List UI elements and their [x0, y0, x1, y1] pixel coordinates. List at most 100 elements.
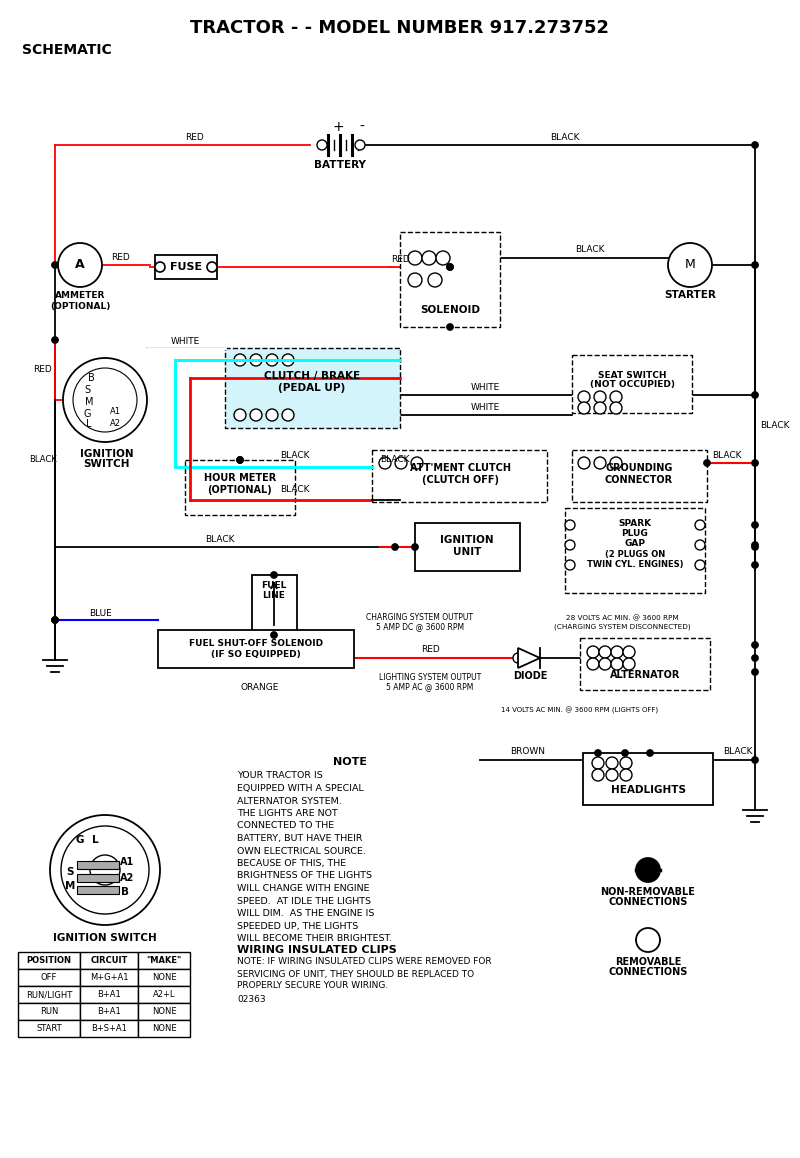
Text: L: L: [86, 419, 92, 428]
Text: CONNECTED TO THE: CONNECTED TO THE: [237, 821, 334, 830]
Text: SPARK: SPARK: [618, 519, 651, 528]
Text: BLACK: BLACK: [280, 485, 310, 494]
Text: A2+L: A2+L: [153, 990, 175, 999]
Bar: [580, 638, 710, 690]
Circle shape: [446, 264, 454, 271]
Bar: [18, 952, 80, 969]
Text: (OPTIONAL): (OPTIONAL): [208, 485, 272, 494]
Bar: [158, 630, 354, 668]
Circle shape: [237, 456, 243, 463]
Bar: [572, 356, 692, 413]
Text: BLACK: BLACK: [712, 452, 742, 461]
Text: BLACK: BLACK: [550, 133, 580, 142]
Text: CIRCUIT: CIRCUIT: [90, 957, 128, 965]
Text: 28 VOLTS AC MIN. @ 3600 RPM: 28 VOLTS AC MIN. @ 3600 RPM: [566, 615, 678, 621]
Circle shape: [646, 749, 654, 756]
Text: HOUR METER: HOUR METER: [204, 472, 276, 483]
Text: WILL CHANGE WITH ENGINE: WILL CHANGE WITH ENGINE: [237, 884, 370, 893]
Circle shape: [751, 668, 758, 675]
Circle shape: [513, 653, 523, 664]
Circle shape: [51, 262, 58, 269]
Text: ORANGE: ORANGE: [241, 683, 279, 692]
Text: CLUTCH / BRAKE: CLUTCH / BRAKE: [264, 371, 360, 381]
Circle shape: [395, 457, 407, 469]
Circle shape: [250, 354, 262, 366]
Bar: [80, 969, 138, 985]
Circle shape: [751, 262, 758, 269]
Text: CHARGING SYSTEM OUTPUT: CHARGING SYSTEM OUTPUT: [366, 614, 474, 623]
Text: B: B: [88, 373, 94, 383]
Text: FUSE: FUSE: [170, 262, 202, 272]
Circle shape: [411, 457, 423, 469]
Text: L: L: [92, 835, 98, 845]
Circle shape: [282, 354, 294, 366]
Circle shape: [237, 456, 243, 463]
Text: THE LIGHTS ARE NOT: THE LIGHTS ARE NOT: [237, 809, 338, 818]
Circle shape: [379, 457, 391, 469]
Text: START: START: [36, 1024, 62, 1033]
Text: M: M: [85, 397, 94, 406]
Circle shape: [592, 769, 604, 780]
Text: S: S: [66, 867, 74, 877]
Text: RED: RED: [390, 256, 410, 264]
Bar: [400, 232, 500, 327]
Text: TRACTOR - - MODEL NUMBER 917.273752: TRACTOR - - MODEL NUMBER 917.273752: [190, 19, 610, 37]
Circle shape: [620, 757, 632, 769]
Bar: [138, 952, 190, 969]
Text: (NOT OCCUPIED): (NOT OCCUPIED): [590, 381, 674, 389]
Text: A1: A1: [120, 857, 134, 867]
Text: SWITCH: SWITCH: [84, 459, 130, 469]
Circle shape: [622, 749, 629, 756]
Circle shape: [51, 616, 58, 623]
Circle shape: [751, 642, 758, 648]
Circle shape: [270, 631, 278, 638]
Circle shape: [695, 540, 705, 550]
Text: FUEL SHUT-OFF SOLENOID: FUEL SHUT-OFF SOLENOID: [189, 639, 323, 648]
Text: NONE: NONE: [152, 1007, 176, 1016]
Text: B: B: [121, 887, 129, 897]
Text: CONNECTOR: CONNECTOR: [605, 475, 673, 485]
Text: RED: RED: [186, 133, 204, 142]
Text: RED: RED: [421, 645, 439, 654]
Text: GROUNDING: GROUNDING: [606, 463, 673, 472]
Bar: [138, 969, 190, 985]
Circle shape: [408, 251, 422, 265]
Circle shape: [751, 391, 758, 398]
Bar: [155, 255, 217, 279]
Text: A2: A2: [110, 419, 121, 428]
Text: BLACK: BLACK: [380, 455, 410, 464]
Bar: [77, 886, 119, 894]
Text: B+S+A1: B+S+A1: [91, 1024, 127, 1033]
Circle shape: [408, 273, 422, 287]
Circle shape: [599, 658, 611, 670]
Text: WHITE: WHITE: [470, 383, 500, 393]
Circle shape: [51, 616, 58, 623]
Bar: [77, 862, 119, 868]
Text: OWN ELECTRICAL SOURCE.: OWN ELECTRICAL SOURCE.: [237, 846, 366, 856]
Text: TWIN CYL. ENGINES): TWIN CYL. ENGINES): [586, 560, 683, 570]
Text: IGNITION SWITCH: IGNITION SWITCH: [53, 933, 157, 943]
Bar: [80, 1020, 138, 1038]
Text: NON-REMOVABLE: NON-REMOVABLE: [601, 887, 695, 897]
Text: PLUG: PLUG: [622, 528, 648, 537]
Circle shape: [266, 409, 278, 422]
Text: RUN/LIGHT: RUN/LIGHT: [26, 990, 72, 999]
Bar: [372, 450, 547, 503]
Bar: [18, 969, 80, 985]
Text: BLACK: BLACK: [575, 245, 605, 255]
Text: 14 VOLTS AC MIN. @ 3600 RPM (LIGHTS OFF): 14 VOLTS AC MIN. @ 3600 RPM (LIGHTS OFF): [502, 706, 658, 713]
Circle shape: [636, 928, 660, 952]
Circle shape: [391, 543, 398, 550]
Text: STARTER: STARTER: [664, 290, 716, 300]
Circle shape: [355, 140, 365, 151]
Bar: [138, 985, 190, 1003]
Circle shape: [751, 654, 758, 661]
Bar: [77, 874, 119, 882]
Text: WILL BECOME THEIR BRIGHTEST.: WILL BECOME THEIR BRIGHTEST.: [237, 935, 392, 943]
Bar: [80, 1003, 138, 1020]
Text: BLACK: BLACK: [206, 535, 234, 544]
Text: BECAUSE OF THIS, THE: BECAUSE OF THIS, THE: [237, 859, 346, 868]
Text: M: M: [685, 258, 695, 271]
Circle shape: [61, 826, 149, 914]
Text: POSITION: POSITION: [26, 957, 71, 965]
